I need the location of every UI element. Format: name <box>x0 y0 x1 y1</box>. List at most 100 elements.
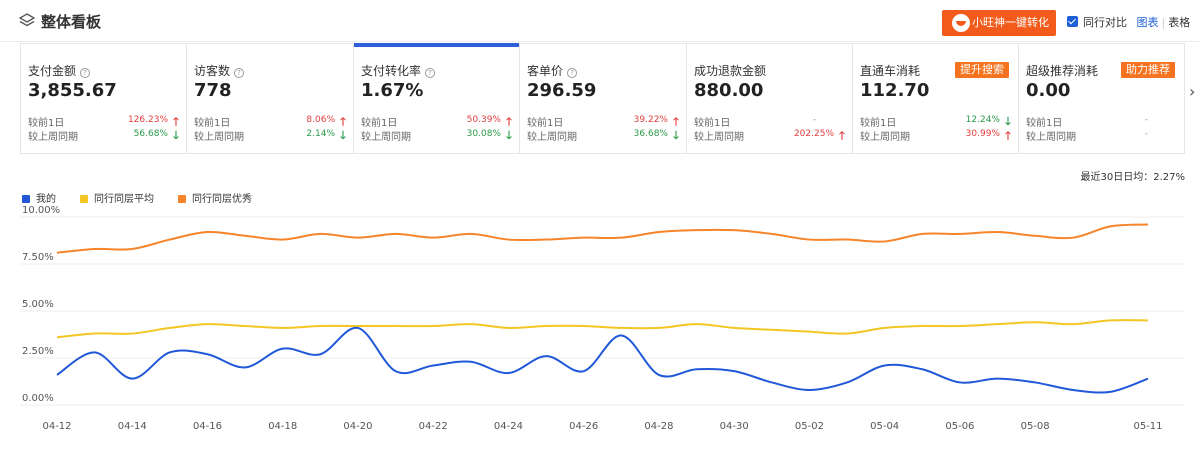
chevron-right-icon[interactable]: › <box>1189 82 1196 101</box>
view-table-link[interactable]: 表格 <box>1168 16 1191 29</box>
legend-item[interactable]: 同行同层优秀 <box>178 190 252 205</box>
arrow-down-icon: 🡓 <box>173 129 179 142</box>
y-tick-label: 7.50% <box>22 252 54 263</box>
series-line[interactable] <box>56 223 1149 254</box>
x-tick-label: 05-06 <box>945 421 974 432</box>
metric-name: 超级推荐消耗 <box>1026 62 1098 79</box>
arrow-up-icon: 🡑 <box>1005 129 1011 142</box>
metric-compare-value: 39.22% <box>634 115 668 125</box>
metric-value: 3,855.67 <box>28 80 117 101</box>
x-tick-label: 05-02 <box>795 421 824 432</box>
arrow-down-icon: 🡓 <box>506 129 512 142</box>
ai-convert-button[interactable]: 小旺神一键转化 <box>942 10 1056 36</box>
x-tick-label: 04-12 <box>42 421 71 432</box>
peer-compare-controls: 同行对比 图表 | 表格 <box>1067 14 1190 30</box>
page-header: 整体看板 小旺神一键转化 同行对比 图表 | 表格 <box>0 0 1200 42</box>
x-tick-label: 05-11 <box>1133 421 1162 432</box>
metrics-bar: 支付金额? 3,855.67 较前1日 126.23% 🡑 较上周同期 56.68% 🡓 访客数… <box>20 43 1185 154</box>
metric-compare-pct: 12.24% <box>965 115 1000 125</box>
metric-compare-value: 30.99% <box>966 129 1000 139</box>
metric-compare-label: 较前1日 <box>28 118 65 129</box>
metric-name: 访客数? <box>194 62 245 79</box>
metric-value: 778 <box>194 80 232 101</box>
metric-name: 客单价? <box>527 62 578 79</box>
metric-compare-label: 较前1日 <box>194 118 231 129</box>
metric-card[interactable]: 支付金额? 3,855.67 较前1日 126.23% 🡑 较上周同期 56.68% 🡓 <box>21 44 187 153</box>
metric-card[interactable]: 客单价? 296.59 较前1日 39.22% 🡑 较上周同期 36.68% 🡓 <box>520 44 687 153</box>
metric-compare-label: 较上周同期 <box>527 132 577 143</box>
page-title: 整体看板 <box>41 13 102 31</box>
metric-compare-pct: - <box>1144 129 1148 139</box>
metric-action-tag[interactable]: 助力推荐 <box>1121 62 1175 78</box>
help-icon[interactable]: ? <box>234 68 245 78</box>
metric-compare-label: 较上周同期 <box>28 132 78 143</box>
metric-compare-value: - <box>1145 129 1148 139</box>
metric-compare-label: 较前1日 <box>361 118 398 129</box>
legend-item[interactable]: 我的 <box>22 190 56 205</box>
x-tick-label: 04-28 <box>644 421 673 432</box>
metric-value: 296.59 <box>527 80 597 101</box>
arrow-up-icon: 🡑 <box>173 115 179 128</box>
legend-swatch <box>80 195 88 203</box>
metric-compare-label: 较前1日 <box>527 118 564 129</box>
metric-compare-label: 较上周同期 <box>361 132 411 143</box>
metric-compare-value: - <box>813 115 816 125</box>
help-icon[interactable]: ? <box>80 68 91 78</box>
metric-value: 1.67% <box>361 80 424 101</box>
metric-name-text: 直通车消耗 <box>860 64 921 78</box>
metric-name: 支付金额? <box>28 62 91 79</box>
metric-name-text: 支付金额 <box>28 64 77 78</box>
metric-compare-label: 较上周同期 <box>1026 132 1076 143</box>
x-tick-label: 04-26 <box>569 421 598 432</box>
x-tick-label: 04-20 <box>343 421 372 432</box>
x-tick-label: 05-04 <box>870 421 899 432</box>
y-tick-label: 2.50% <box>22 346 54 357</box>
metric-compare-pct: 39.22% <box>633 115 668 125</box>
metric-card[interactable]: 直通车消耗 提升搜索 112.70 较前1日 12.24% 🡓 较上周同期 30.99% 🡑 <box>853 44 1019 153</box>
help-icon[interactable]: ? <box>425 68 436 78</box>
metric-name-text: 成功退款金额 <box>694 64 767 78</box>
peer-compare-checkbox[interactable] <box>1067 16 1078 27</box>
metric-compare-pct: 56.68% <box>133 129 168 139</box>
metric-name: 成功退款金额 <box>694 62 766 79</box>
metric-compare-pct: 202.25% <box>793 129 834 139</box>
metric-compare-label: 较上周同期 <box>694 132 744 143</box>
metric-card[interactable]: 成功退款金额 880.00 较前1日 - 较上周同期 202.25% 🡑 <box>687 44 853 153</box>
metric-card[interactable]: 访客数? 778 较前1日 8.06% 🡑 较上周同期 2.14% 🡓 <box>187 44 354 153</box>
arrow-down-icon: 🡓 <box>1005 115 1011 128</box>
arrow-up-icon: 🡑 <box>839 129 845 142</box>
y-tick-label: 0.00% <box>22 393 54 404</box>
metric-compare-label: 较上周同期 <box>860 132 910 143</box>
metric-name-text: 支付转化率 <box>361 64 422 78</box>
view-chart-link[interactable]: 图表 <box>1136 16 1159 29</box>
metric-compare-pct: 50.39% <box>466 115 501 125</box>
series-line[interactable] <box>56 326 1149 394</box>
mascot-icon <box>952 14 970 32</box>
view-separator: | <box>1161 16 1166 29</box>
metric-card[interactable]: 支付转化率? 1.67% 较前1日 50.39% 🡑 较上周同期 30.08% 🡓 <box>354 43 520 153</box>
metric-value: 0.00 <box>1026 80 1071 101</box>
arrow-up-icon: 🡑 <box>340 115 346 128</box>
metric-card[interactable]: 超级推荐消耗 助力推荐 0.00 较前1日 - 较上周同期 - <box>1019 44 1184 153</box>
arrow-up-icon: 🡑 <box>506 115 512 128</box>
legend-item[interactable]: 同行同层平均 <box>80 190 154 205</box>
metric-compare-value: 202.25% <box>794 129 834 139</box>
arrow-up-icon: 🡑 <box>673 115 679 128</box>
series-line[interactable] <box>56 319 1149 339</box>
metric-compare-pct: 36.68% <box>633 129 668 139</box>
metric-compare-label: 较前1日 <box>1026 118 1063 129</box>
metric-compare-pct: 30.08% <box>466 129 501 139</box>
metric-compare-value: 36.68% <box>634 129 668 139</box>
legend-swatch <box>178 195 186 203</box>
metric-name-text: 超级推荐消耗 <box>1026 64 1099 78</box>
help-icon[interactable]: ? <box>567 68 578 78</box>
y-tick-label: 5.00% <box>22 299 54 310</box>
metric-name-text: 客单价 <box>527 64 564 78</box>
metric-name-text: 访客数 <box>194 64 231 78</box>
ai-convert-label: 小旺神一键转化 <box>972 16 1049 29</box>
metric-compare-value: 50.39% <box>467 115 501 125</box>
metric-compare-value: 56.68% <box>134 129 168 139</box>
metric-compare-pct: - <box>812 115 816 125</box>
metric-action-tag[interactable]: 提升搜索 <box>955 62 1009 78</box>
metric-compare-pct: 126.23% <box>127 115 168 125</box>
